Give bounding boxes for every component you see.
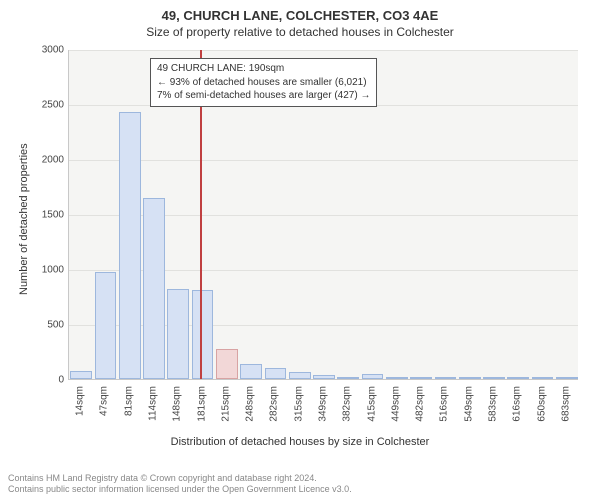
y-tick: 500 (34, 320, 64, 331)
bar (410, 377, 432, 379)
bar (240, 364, 262, 379)
bar (459, 377, 481, 379)
x-tick: 549sqm (463, 386, 474, 422)
gridline (69, 50, 578, 51)
x-tick: 650sqm (536, 386, 547, 422)
bar (386, 377, 408, 379)
bar (532, 377, 554, 379)
bar (265, 368, 287, 379)
bar (362, 374, 384, 380)
bar (483, 377, 505, 379)
x-tick: 616sqm (512, 386, 523, 422)
bar (556, 377, 578, 379)
y-tick: 2000 (34, 155, 64, 166)
x-tick: 382sqm (342, 386, 353, 422)
gridline (69, 160, 578, 161)
bar (167, 289, 189, 379)
x-tick: 47sqm (99, 386, 110, 416)
y-tick: 1500 (34, 210, 64, 221)
bar (337, 377, 359, 379)
x-tick: 482sqm (415, 386, 426, 422)
x-tick: 349sqm (318, 386, 329, 422)
bar (313, 375, 335, 379)
x-tick: 683sqm (560, 386, 571, 422)
info-line-2: ← 93% of detached houses are smaller (6,… (157, 76, 370, 90)
page-title: 49, CHURCH LANE, COLCHESTER, CO3 4AE (0, 0, 600, 23)
info-line-1: 49 CHURCH LANE: 190sqm (157, 62, 370, 76)
x-tick: 282sqm (269, 386, 280, 422)
y-axis-label: Number of detached properties (18, 143, 30, 295)
y-tick: 2500 (34, 100, 64, 111)
bar (95, 272, 117, 379)
x-tick: 81sqm (123, 386, 134, 416)
x-tick: 114sqm (148, 386, 159, 421)
x-tick: 415sqm (366, 386, 377, 422)
footer-line-1: Contains HM Land Registry data © Crown c… (8, 473, 592, 485)
y-tick: 3000 (34, 45, 64, 56)
x-tick: 315sqm (293, 386, 304, 422)
bar (216, 349, 238, 379)
info-line-3: 7% of semi-detached houses are larger (4… (157, 89, 370, 103)
x-tick: 14sqm (75, 386, 86, 416)
x-tick: 181sqm (196, 386, 207, 422)
x-tick: 516sqm (439, 386, 450, 422)
x-tick: 215sqm (220, 386, 231, 422)
bar (143, 198, 165, 380)
x-axis-label: Distribution of detached houses by size … (0, 436, 600, 448)
x-tick: 583sqm (488, 386, 499, 422)
y-tick: 1000 (34, 265, 64, 276)
y-tick: 0 (34, 375, 64, 386)
bar (192, 290, 214, 379)
bar (119, 112, 141, 379)
bar (507, 377, 529, 379)
x-tick: 248sqm (245, 386, 256, 422)
page-subtitle: Size of property relative to detached ho… (0, 23, 600, 39)
footer-line-2: Contains public sector information licen… (8, 484, 592, 496)
footer: Contains HM Land Registry data © Crown c… (8, 473, 592, 496)
info-box: 49 CHURCH LANE: 190sqm ← 93% of detached… (150, 58, 377, 107)
bar (70, 371, 92, 379)
bar (435, 377, 457, 379)
chart-container: 49, CHURCH LANE, COLCHESTER, CO3 4AE Siz… (0, 0, 600, 500)
x-tick: 449sqm (390, 386, 401, 422)
bar (289, 372, 311, 379)
x-tick: 148sqm (172, 386, 183, 422)
